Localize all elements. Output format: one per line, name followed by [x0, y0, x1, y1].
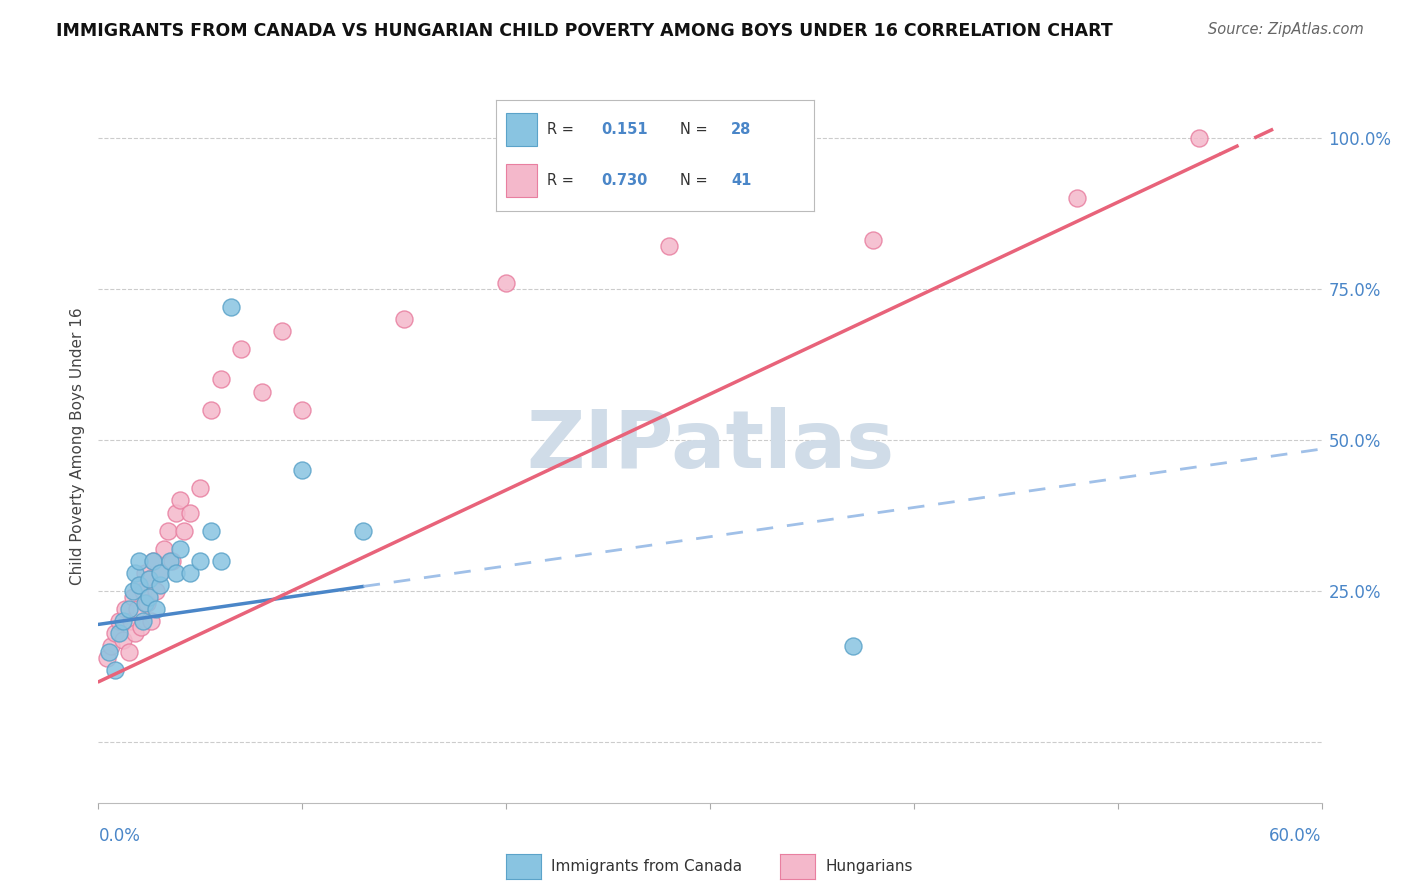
Point: [1188, 130, 1211, 145]
Point: [219, 300, 242, 314]
Point: [124, 566, 146, 580]
Point: [138, 572, 160, 586]
Point: [134, 596, 156, 610]
Point: [495, 276, 517, 290]
Point: [108, 626, 131, 640]
Point: [120, 615, 142, 629]
Point: [122, 584, 145, 599]
Text: ZIPatlas: ZIPatlas: [526, 407, 894, 485]
Point: [209, 554, 232, 568]
Point: [149, 566, 172, 580]
Point: [209, 372, 232, 386]
Point: [658, 239, 681, 253]
Point: [156, 524, 179, 538]
Point: [114, 602, 136, 616]
Point: [104, 663, 127, 677]
Point: [152, 541, 174, 556]
Point: [128, 578, 150, 592]
Text: 0.0%: 0.0%: [98, 827, 141, 845]
Point: [122, 590, 145, 604]
Point: [111, 632, 134, 647]
Point: [138, 572, 160, 586]
Point: [291, 402, 314, 417]
Point: [97, 645, 120, 659]
Point: [270, 324, 294, 338]
Point: [179, 566, 201, 580]
Point: [136, 596, 159, 610]
Point: [291, 463, 314, 477]
Point: [149, 578, 172, 592]
Point: [128, 578, 150, 592]
Point: [392, 312, 416, 326]
Point: [188, 554, 212, 568]
Point: [169, 541, 191, 556]
Text: 60.0%: 60.0%: [1270, 827, 1322, 845]
Point: [127, 602, 149, 616]
Text: IMMIGRANTS FROM CANADA VS HUNGARIAN CHILD POVERTY AMONG BOYS UNDER 16 CORRELATIO: IMMIGRANTS FROM CANADA VS HUNGARIAN CHIL…: [56, 22, 1114, 40]
Point: [200, 402, 222, 417]
Point: [142, 554, 165, 568]
Point: [141, 615, 163, 629]
Point: [145, 602, 167, 616]
Point: [173, 524, 195, 538]
Point: [111, 615, 134, 629]
Point: [159, 554, 181, 568]
Point: [165, 566, 187, 580]
Point: [188, 481, 212, 495]
Text: Immigrants from Canada: Immigrants from Canada: [551, 859, 742, 873]
Point: [352, 524, 374, 538]
Y-axis label: Child Poverty Among Boys Under 16: Child Poverty Among Boys Under 16: [69, 307, 84, 585]
Point: [231, 343, 253, 357]
Point: [145, 584, 167, 599]
Text: Source: ZipAtlas.com: Source: ZipAtlas.com: [1208, 22, 1364, 37]
Point: [132, 615, 155, 629]
Point: [134, 566, 156, 580]
Point: [104, 626, 127, 640]
Point: [138, 590, 160, 604]
Point: [149, 566, 172, 580]
Point: [1066, 191, 1088, 205]
Point: [124, 626, 146, 640]
Point: [179, 506, 201, 520]
Point: [250, 384, 273, 399]
Point: [841, 639, 863, 653]
Point: [118, 645, 141, 659]
Point: [169, 493, 191, 508]
Point: [128, 554, 150, 568]
Point: [160, 554, 183, 568]
Point: [96, 650, 118, 665]
Text: Hungarians: Hungarians: [825, 859, 912, 873]
Point: [142, 554, 165, 568]
Point: [100, 639, 122, 653]
Point: [118, 602, 141, 616]
Point: [165, 506, 187, 520]
Point: [132, 584, 155, 599]
Point: [108, 615, 131, 629]
Point: [129, 620, 152, 634]
Point: [862, 233, 884, 247]
Point: [200, 524, 222, 538]
